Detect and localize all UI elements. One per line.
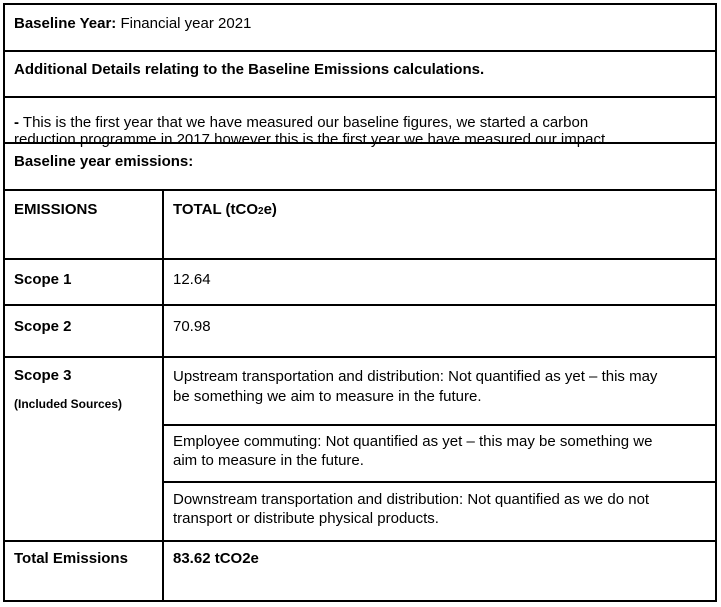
- header-total: TOTAL (tCO2e): [173, 201, 277, 218]
- details-note-row: - This is the first year that we have me…: [3, 96, 717, 148]
- scope3-source-commuting: Employee commuting: Not quantified as ye…: [162, 424, 717, 483]
- scope1-label: Scope 1: [14, 271, 72, 288]
- baseline-emissions-heading: Baseline year emissions:: [14, 153, 194, 170]
- total-label-cell: Total Emissions: [3, 540, 164, 602]
- details-note-line1: - This is the first year that we have me…: [14, 114, 589, 131]
- source-line: Employee commuting: Not quantified as ye…: [173, 433, 653, 450]
- scope3-sublabel: (Included Sources): [14, 397, 123, 411]
- scope2-value: 70.98: [173, 318, 211, 335]
- header-emissions-cell: EMISSIONS: [3, 189, 164, 260]
- source-line: Upstream transportation and distribution…: [173, 368, 658, 385]
- baseline-year-text: Baseline Year: Financial year 2021: [14, 15, 251, 32]
- source-line: Downstream transportation and distributi…: [173, 491, 650, 508]
- header-total-cell: TOTAL (tCO2e): [162, 189, 717, 260]
- baseline-year-label: Baseline Year:: [14, 15, 117, 32]
- additional-details-row: Additional Details relating to the Basel…: [3, 50, 717, 98]
- baseline-year-row: Baseline Year: Financial year 2021: [3, 3, 717, 52]
- header-emissions: EMISSIONS: [14, 201, 98, 218]
- scope3-label: Scope 3: [14, 367, 72, 384]
- scope2-value-cell: 70.98: [162, 304, 717, 358]
- scope1-value: 12.64: [173, 271, 211, 288]
- scope3-source-downstream: Downstream transportation and distributi…: [162, 481, 717, 542]
- scope1-label-cell: Scope 1: [3, 258, 164, 306]
- scope1-value-cell: 12.64: [162, 258, 717, 306]
- total-value-cell: 83.62 tCO2e: [162, 540, 717, 602]
- total-label: Total Emissions: [14, 550, 128, 567]
- scope3-source-upstream: Upstream transportation and distribution…: [162, 356, 717, 426]
- scope2-label: Scope 2: [14, 318, 72, 335]
- source-line: transport or distribute physical product…: [173, 510, 439, 527]
- baseline-emissions-row: Baseline year emissions:: [3, 142, 717, 191]
- total-value: 83.62 tCO2e: [173, 550, 259, 567]
- additional-details-heading: Additional Details relating to the Basel…: [14, 61, 485, 78]
- scope2-label-cell: Scope 2: [3, 304, 164, 358]
- source-line: aim to measure in the future.: [173, 452, 364, 469]
- baseline-year-value: Financial year 2021: [120, 15, 252, 32]
- source-line: be something we aim to measure in the fu…: [173, 388, 482, 405]
- scope3-label-cell: Scope 3 (Included Sources): [3, 356, 164, 542]
